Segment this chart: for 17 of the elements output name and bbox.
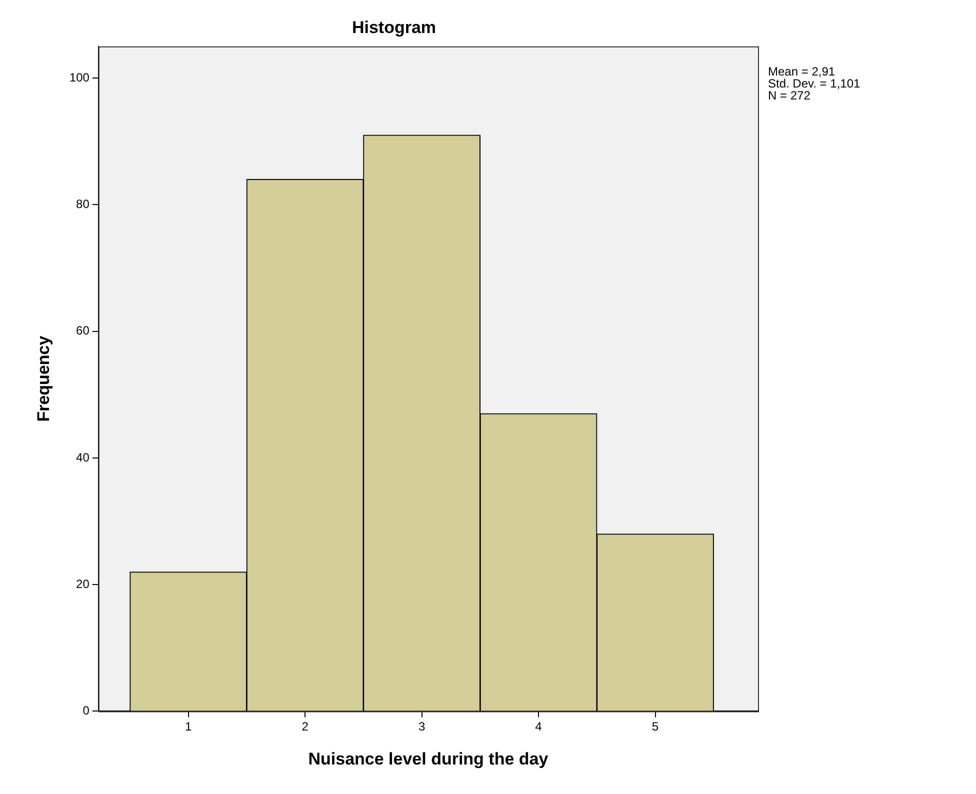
x-tick-label: 4 <box>535 720 542 734</box>
y-tick-label: 0 <box>82 704 90 718</box>
chart-title: Histogram <box>352 18 436 37</box>
y-axis-title: Frequency <box>34 335 53 422</box>
text: Std. Dev. = 1,101 <box>768 76 860 91</box>
x-tick-label: 3 <box>418 720 426 734</box>
y-tick-label: 60 <box>76 324 90 338</box>
y-tick-label: 20 <box>76 576 90 591</box>
y-tick-label: 40 <box>76 450 90 464</box>
x-tick-label: 2 <box>302 720 309 734</box>
text: N = 272 <box>768 88 811 103</box>
x-axis-title: Nuisance level during the day <box>308 749 549 768</box>
y-tick-label: 80 <box>76 197 90 211</box>
x-tick-label: 1 <box>184 720 192 734</box>
text: Mean = 2,91 <box>768 64 836 79</box>
x-tick-label: 5 <box>652 720 659 734</box>
y-tick-label: 100 <box>69 70 90 84</box>
